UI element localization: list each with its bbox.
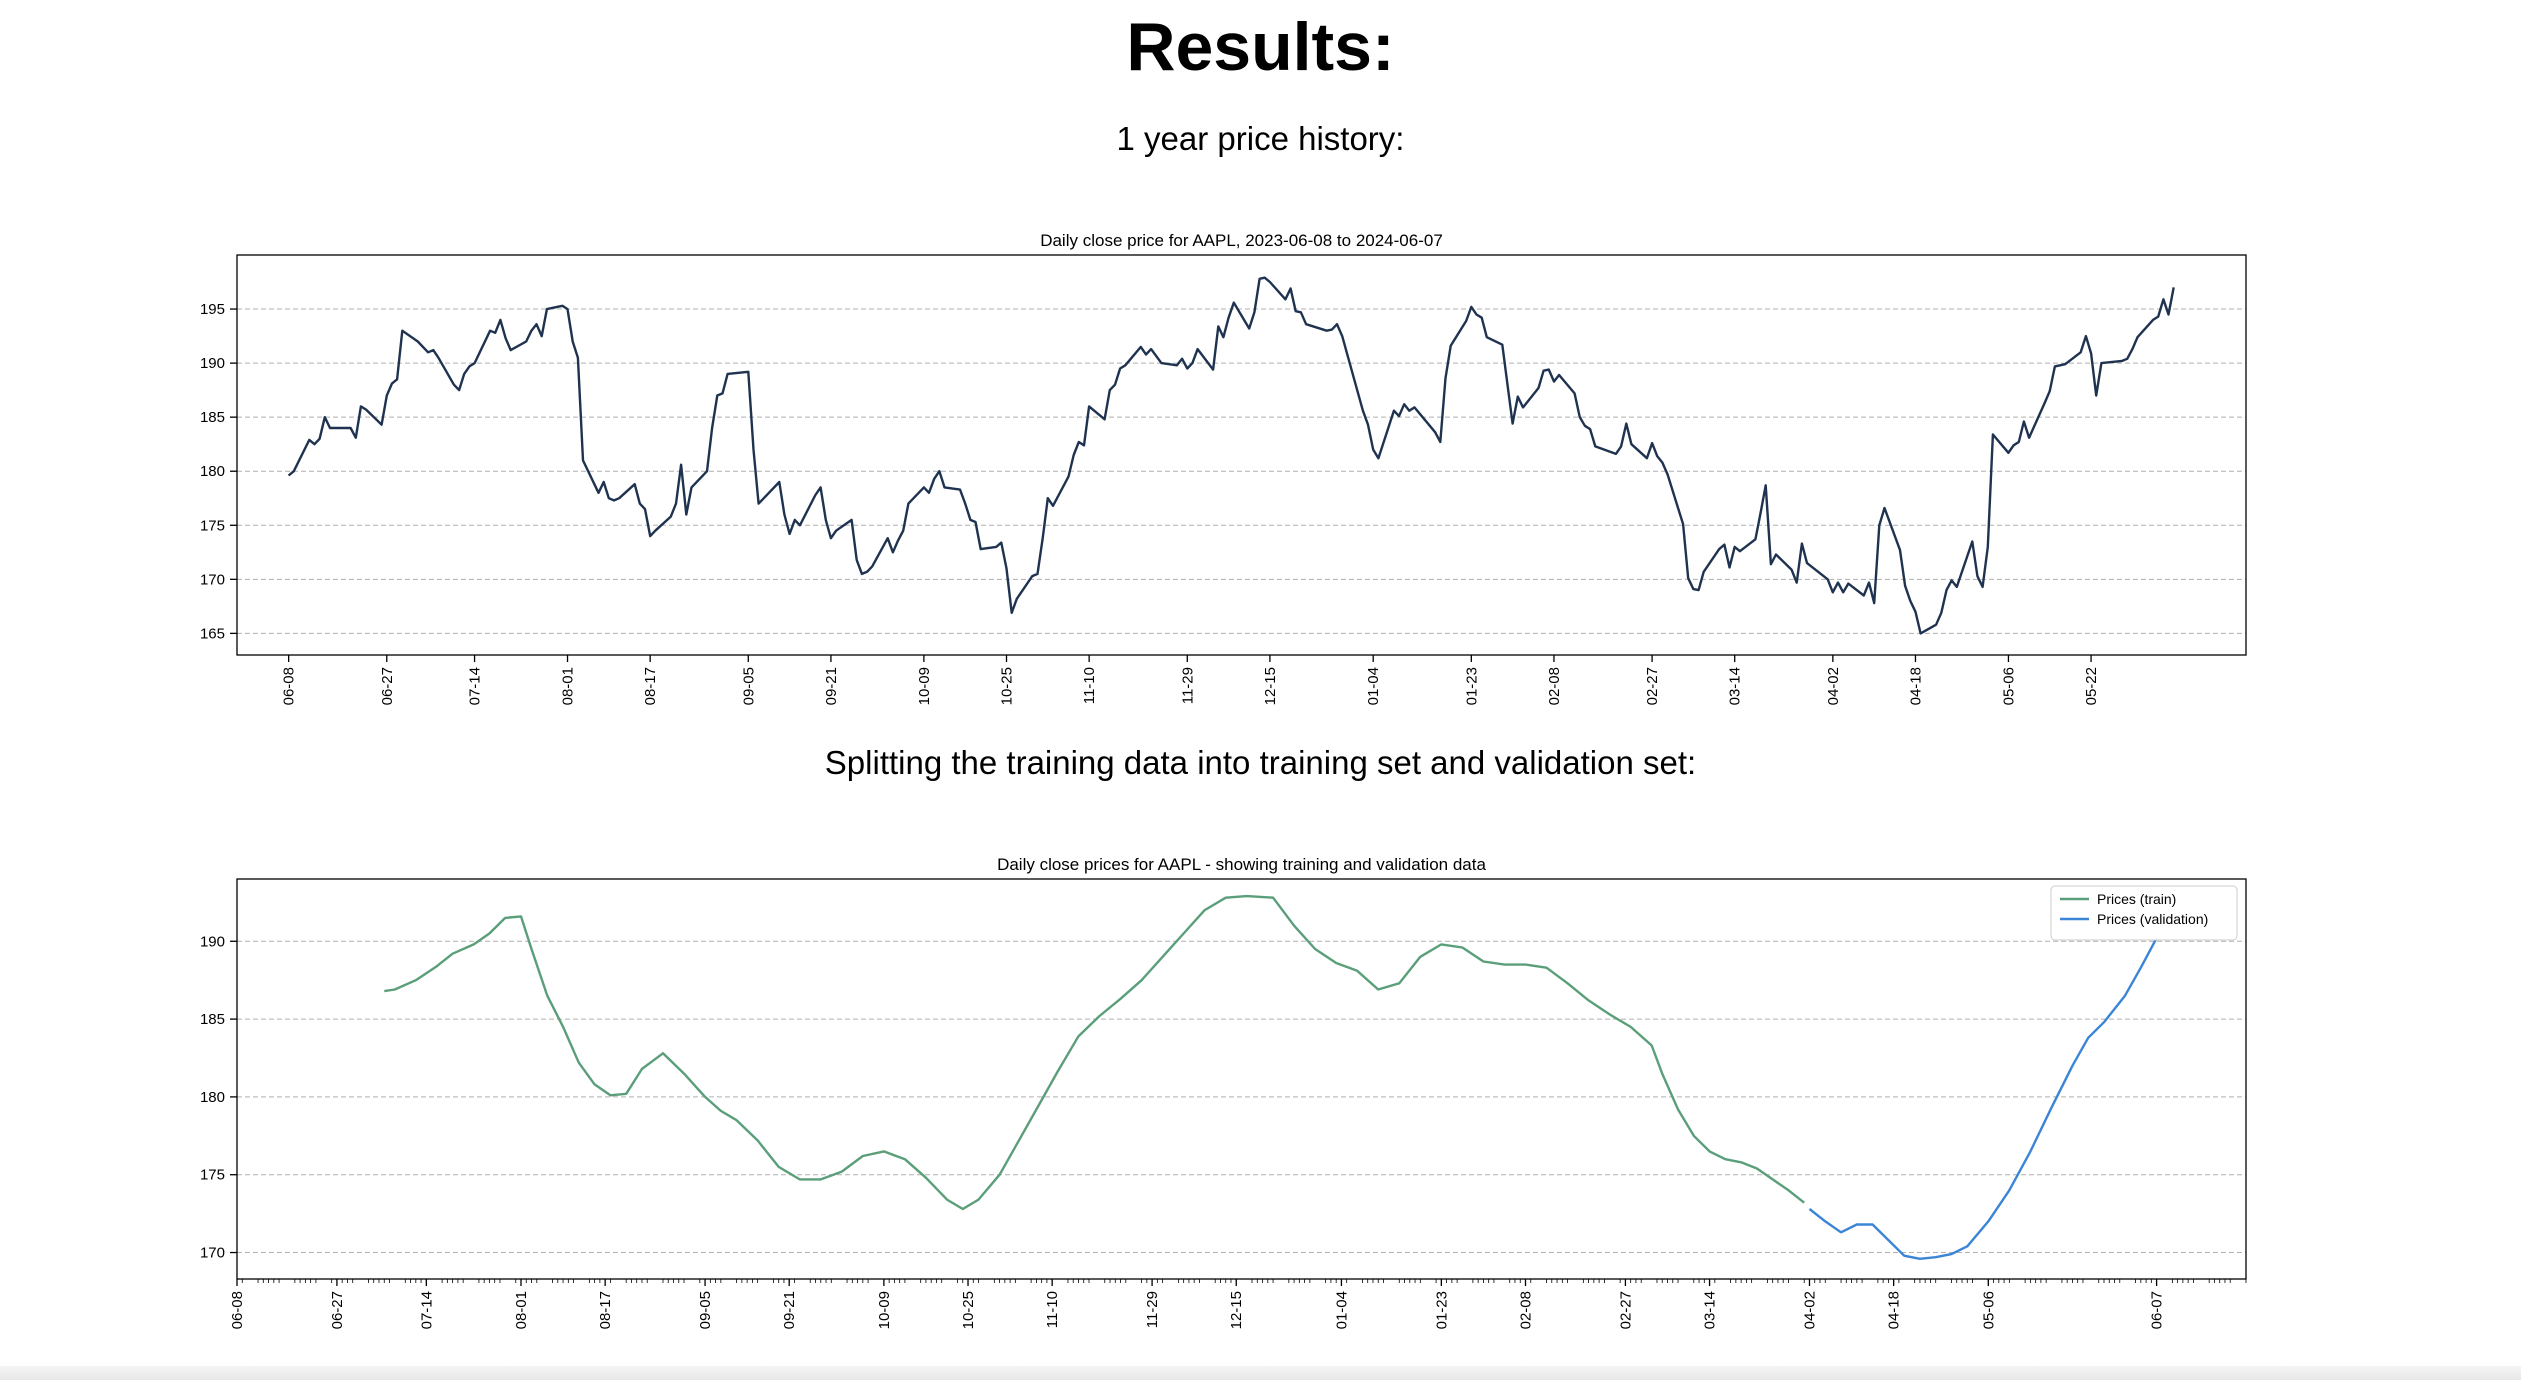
x-tick-label: 01-04 (1333, 1291, 1350, 1329)
plot-frame (236, 254, 2247, 656)
x-tick-label: 02-08 (1517, 1291, 1534, 1329)
x-tick-label: 03-14 (1702, 1291, 1719, 1329)
y-tick-label: 195 (200, 301, 225, 318)
plot-frame (236, 878, 2247, 1280)
x-tick-label: 11-10 (1081, 667, 1098, 704)
x-tick-label: 02-27 (1644, 667, 1661, 705)
x-tick-label: 02-08 (1546, 667, 1563, 705)
series-line-close-price (287, 276, 2175, 635)
y-tick-label: 175 (200, 517, 225, 534)
y-tick-label: 190 (200, 355, 225, 372)
x-tick-label: 05-06 (2000, 667, 2017, 705)
x-tick-label: 11-29 (1144, 1291, 1161, 1328)
y-tick-label: 165 (200, 625, 225, 642)
x-tick-label: 07-14 (418, 1291, 435, 1329)
x-tick-label: 12-15 (1262, 667, 1279, 705)
x-tick-label: 08-17 (642, 667, 659, 705)
series-line-prices-train (384, 894, 1805, 1211)
x-tick-label: 04-02 (1801, 1291, 1818, 1329)
x-tick-label: 09-05 (697, 1291, 714, 1329)
x-tick-label: 06-27 (379, 667, 396, 705)
train-validation-chart: Daily close prices for AAPL - showing tr… (200, 855, 2247, 1329)
legend-label: Prices (train) (2097, 891, 2176, 907)
x-tick-label: 12-15 (1228, 1291, 1245, 1329)
y-tick-label: 180 (200, 1089, 225, 1106)
x-tick-label: 10-25 (960, 1291, 977, 1329)
x-tick-label: 01-04 (1365, 667, 1382, 705)
x-tick-label: 04-18 (1886, 1291, 1903, 1329)
chart-title: Daily close price for AAPL, 2023-06-08 t… (1040, 231, 1443, 250)
legend-box (2050, 885, 2238, 941)
x-tick-label: 11-10 (1044, 1291, 1061, 1328)
price-history-heading: 1 year price history: (1116, 120, 1405, 157)
y-tick-label: 190 (200, 933, 225, 950)
page-title: Results: (1126, 9, 1395, 85)
y-tick-label: 180 (200, 463, 225, 480)
series-line-prices-validation (1808, 937, 2158, 1260)
chart-title: Daily close prices for AAPL - showing tr… (997, 855, 1486, 874)
x-tick-label: 08-01 (560, 667, 577, 705)
price-history-chart: Daily close price for AAPL, 2023-06-08 t… (200, 231, 2247, 705)
y-tick-label: 175 (200, 1167, 225, 1184)
x-tick-label: 05-06 (1980, 1291, 1997, 1329)
y-tick-label: 185 (200, 409, 225, 426)
x-tick-label: 07-14 (467, 667, 484, 705)
y-tick-label: 170 (200, 571, 225, 588)
x-tick-label: 01-23 (1463, 667, 1480, 705)
x-tick-label: 04-18 (1907, 667, 1924, 705)
x-tick-label: 05-22 (2083, 667, 2100, 705)
x-tick-label: 01-23 (1433, 1291, 1450, 1329)
x-tick-label: 06-07 (2149, 1291, 2166, 1329)
x-tick-label: 06-27 (329, 1291, 346, 1329)
x-tick-label: 09-21 (781, 1291, 798, 1329)
x-tick-label: 02-27 (1617, 1291, 1634, 1329)
train-validation-heading: Splitting the training data into trainin… (824, 744, 1697, 781)
x-tick-label: 08-01 (513, 1291, 530, 1329)
legend-label: Prices (validation) (2097, 911, 2208, 927)
y-tick-label: 170 (200, 1245, 225, 1262)
y-tick-label: 185 (200, 1011, 225, 1028)
x-tick-label: 08-17 (597, 1291, 614, 1329)
window-bottom-edge (0, 1366, 2521, 1380)
x-tick-label: 06-08 (229, 1291, 246, 1329)
x-tick-label: 06-08 (281, 667, 298, 705)
x-tick-label: 03-14 (1727, 667, 1744, 705)
x-tick-label: 10-25 (999, 667, 1016, 705)
x-tick-label: 04-02 (1825, 667, 1842, 705)
x-tick-label: 10-09 (916, 667, 933, 705)
x-tick-label: 09-21 (823, 667, 840, 705)
x-tick-label: 10-09 (876, 1291, 893, 1329)
x-tick-label: 09-05 (740, 667, 757, 705)
x-tick-label: 11-29 (1179, 667, 1196, 704)
